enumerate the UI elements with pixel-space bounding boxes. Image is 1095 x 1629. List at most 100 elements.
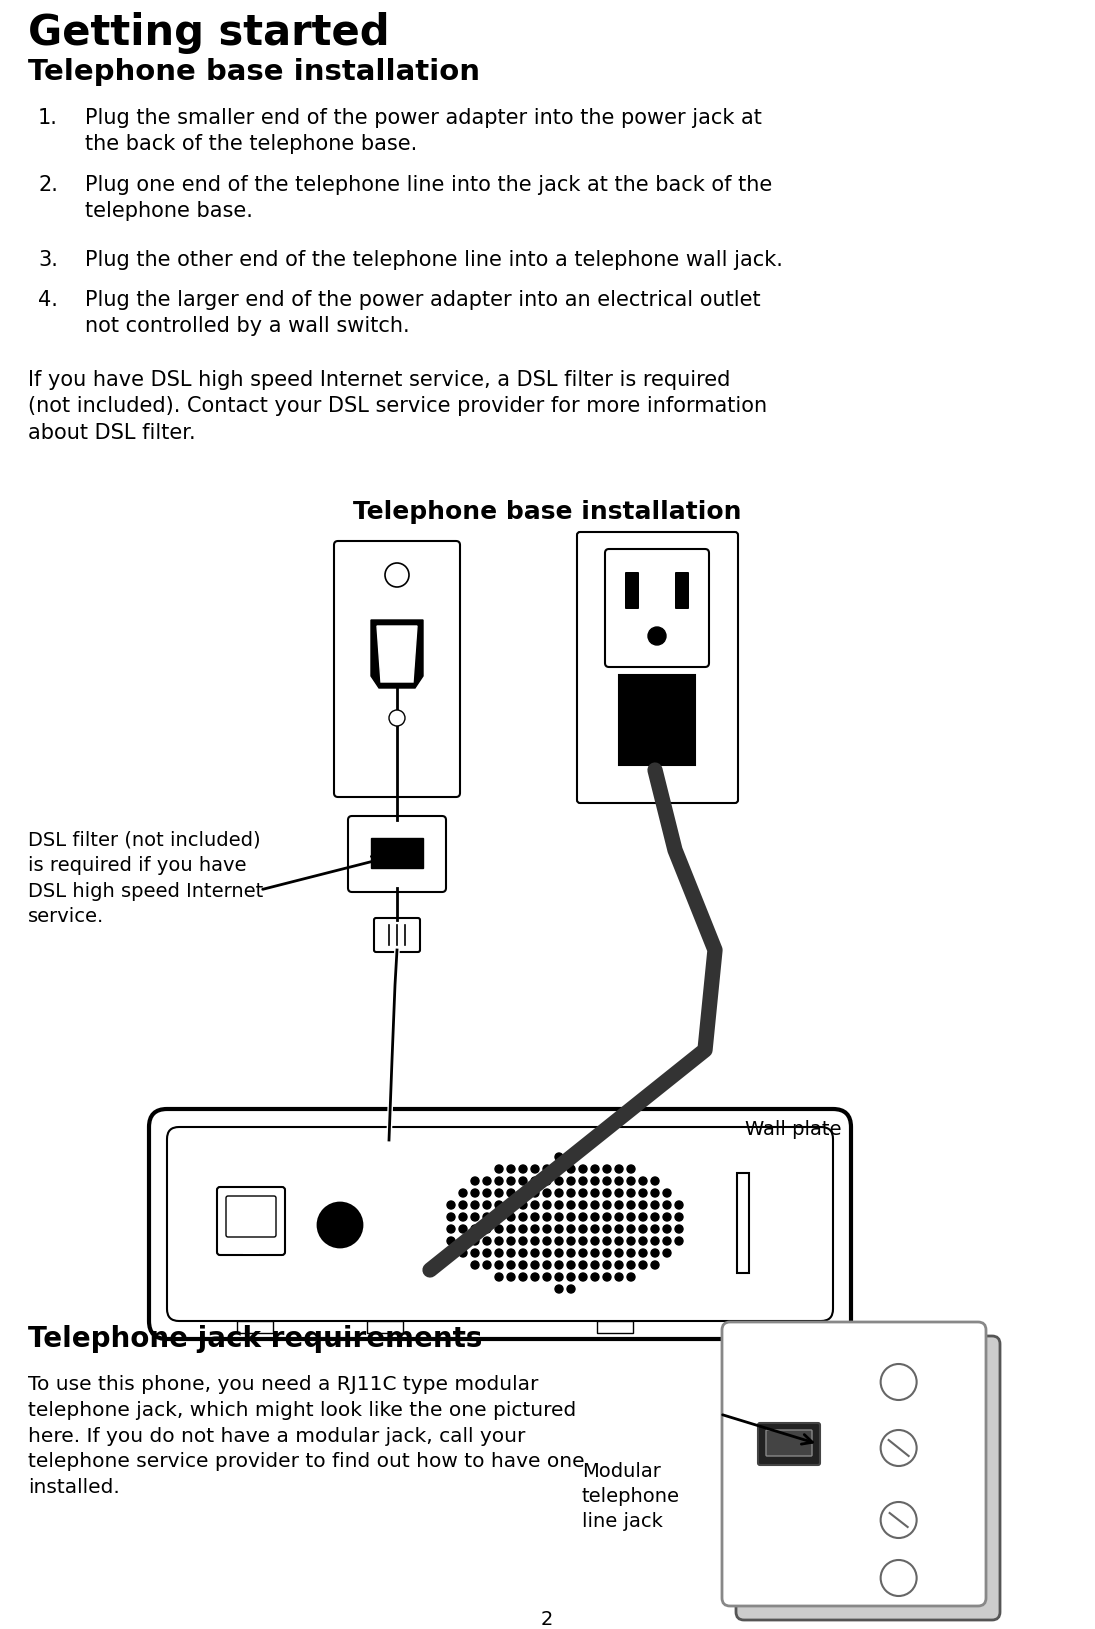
Text: Wall plate: Wall plate (745, 1121, 841, 1139)
Circle shape (662, 1249, 671, 1258)
Circle shape (495, 1165, 503, 1173)
Circle shape (543, 1178, 551, 1184)
Circle shape (531, 1249, 539, 1258)
Circle shape (483, 1261, 491, 1269)
Bar (237, 1321, 273, 1333)
Circle shape (543, 1249, 551, 1258)
Text: Modular
telephone
line jack: Modular telephone line jack (583, 1461, 680, 1531)
Circle shape (531, 1178, 539, 1184)
Circle shape (662, 1189, 671, 1197)
Circle shape (531, 1225, 539, 1233)
Circle shape (471, 1236, 479, 1245)
Circle shape (483, 1189, 491, 1197)
Circle shape (471, 1261, 479, 1269)
Circle shape (603, 1178, 611, 1184)
Circle shape (615, 1178, 623, 1184)
Circle shape (495, 1272, 503, 1280)
FancyBboxPatch shape (374, 919, 420, 951)
Circle shape (579, 1225, 587, 1233)
Circle shape (555, 1272, 563, 1280)
FancyBboxPatch shape (577, 533, 738, 803)
Polygon shape (377, 626, 417, 683)
Circle shape (652, 1236, 659, 1245)
Circle shape (652, 1189, 659, 1197)
FancyBboxPatch shape (722, 1323, 986, 1606)
Circle shape (531, 1236, 539, 1245)
Circle shape (639, 1236, 647, 1245)
Circle shape (495, 1261, 503, 1269)
Circle shape (652, 1201, 659, 1209)
Circle shape (507, 1214, 515, 1222)
Circle shape (483, 1225, 491, 1233)
Circle shape (615, 1249, 623, 1258)
Circle shape (555, 1214, 563, 1222)
Text: If you have DSL high speed Internet service, a DSL filter is required
(not inclu: If you have DSL high speed Internet serv… (28, 370, 768, 443)
Circle shape (495, 1214, 503, 1222)
Circle shape (652, 1261, 659, 1269)
Circle shape (531, 1201, 539, 1209)
Circle shape (543, 1201, 551, 1209)
Circle shape (519, 1201, 527, 1209)
FancyBboxPatch shape (766, 1430, 812, 1456)
Circle shape (447, 1201, 456, 1209)
Circle shape (567, 1178, 575, 1184)
Circle shape (389, 710, 405, 727)
FancyBboxPatch shape (758, 1424, 820, 1464)
Circle shape (555, 1165, 563, 1173)
Circle shape (639, 1214, 647, 1222)
Circle shape (555, 1225, 563, 1233)
Circle shape (627, 1178, 635, 1184)
FancyBboxPatch shape (625, 572, 639, 609)
Circle shape (567, 1201, 575, 1209)
Circle shape (447, 1236, 456, 1245)
Circle shape (531, 1165, 539, 1173)
Circle shape (495, 1178, 503, 1184)
Circle shape (531, 1272, 539, 1280)
Circle shape (591, 1201, 599, 1209)
Circle shape (603, 1214, 611, 1222)
Circle shape (543, 1165, 551, 1173)
Circle shape (579, 1249, 587, 1258)
Circle shape (615, 1189, 623, 1197)
Circle shape (519, 1236, 527, 1245)
Text: 3.: 3. (38, 249, 58, 270)
Circle shape (603, 1189, 611, 1197)
Circle shape (567, 1225, 575, 1233)
Circle shape (579, 1189, 587, 1197)
Circle shape (471, 1249, 479, 1258)
Circle shape (579, 1214, 587, 1222)
Polygon shape (371, 621, 423, 687)
Circle shape (591, 1165, 599, 1173)
Circle shape (495, 1249, 503, 1258)
Text: Plug the other end of the telephone line into a telephone wall jack.: Plug the other end of the telephone line… (85, 249, 783, 270)
Circle shape (567, 1214, 575, 1222)
Circle shape (627, 1165, 635, 1173)
Circle shape (471, 1189, 479, 1197)
Circle shape (459, 1201, 466, 1209)
Circle shape (507, 1249, 515, 1258)
Circle shape (519, 1214, 527, 1222)
Text: To use this phone, you need a RJ11C type modular
telephone jack, which might loo: To use this phone, you need a RJ11C type… (28, 1375, 585, 1497)
Text: DSL filter (not included)
is required if you have
DSL high speed Internet
servic: DSL filter (not included) is required if… (28, 831, 263, 927)
Text: 2: 2 (541, 1609, 553, 1629)
Circle shape (507, 1178, 515, 1184)
Circle shape (615, 1214, 623, 1222)
Circle shape (483, 1249, 491, 1258)
Circle shape (675, 1236, 683, 1245)
Circle shape (603, 1165, 611, 1173)
Circle shape (615, 1165, 623, 1173)
Circle shape (880, 1502, 917, 1538)
Circle shape (519, 1225, 527, 1233)
Circle shape (639, 1201, 647, 1209)
Circle shape (567, 1153, 575, 1161)
FancyBboxPatch shape (348, 816, 446, 893)
Circle shape (662, 1225, 671, 1233)
Circle shape (662, 1214, 671, 1222)
Text: 2.: 2. (38, 174, 58, 195)
Circle shape (543, 1214, 551, 1222)
Circle shape (603, 1272, 611, 1280)
Circle shape (567, 1285, 575, 1293)
Circle shape (639, 1249, 647, 1258)
Circle shape (675, 1201, 683, 1209)
Circle shape (483, 1214, 491, 1222)
